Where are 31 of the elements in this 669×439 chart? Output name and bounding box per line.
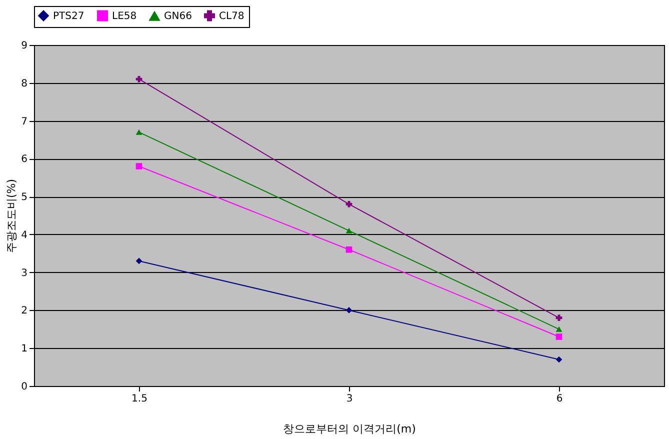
y-tick-label: 0	[21, 382, 28, 392]
y-tick-label: 4	[21, 230, 28, 241]
legend-label: LE58	[112, 10, 137, 22]
point	[346, 228, 352, 234]
legend-label: GN66	[164, 11, 192, 22]
legend-label: PTS27	[53, 10, 84, 22]
point	[556, 334, 562, 340]
point	[136, 129, 142, 135]
point	[346, 246, 352, 253]
point	[556, 314, 562, 321]
y-tick-label: 6	[21, 154, 28, 166]
point	[556, 326, 562, 332]
point	[346, 307, 352, 314]
y-tick-label: 8	[21, 78, 28, 90]
legend-label: CL78	[219, 10, 244, 22]
point	[346, 200, 352, 208]
x-tick-label: 6	[556, 394, 563, 404]
point	[136, 258, 142, 264]
point	[136, 163, 142, 170]
y-tick-label: 5	[21, 192, 28, 204]
x-axis-title: 창으로부터의 이격거리(m)	[283, 422, 416, 436]
point	[136, 76, 142, 82]
y-tick-label: 2	[21, 306, 28, 317]
point	[556, 356, 562, 363]
x-tick-label: 3	[346, 394, 353, 404]
y-tick-label: 1	[21, 344, 28, 355]
y-tick-label: 9	[21, 40, 28, 52]
y-tick-label: 7	[21, 116, 28, 128]
x-tick-label: 1.5	[132, 394, 148, 404]
y-tick-label: 3	[21, 268, 28, 279]
y-axis-title: 주광조도비(%)	[5, 178, 18, 254]
